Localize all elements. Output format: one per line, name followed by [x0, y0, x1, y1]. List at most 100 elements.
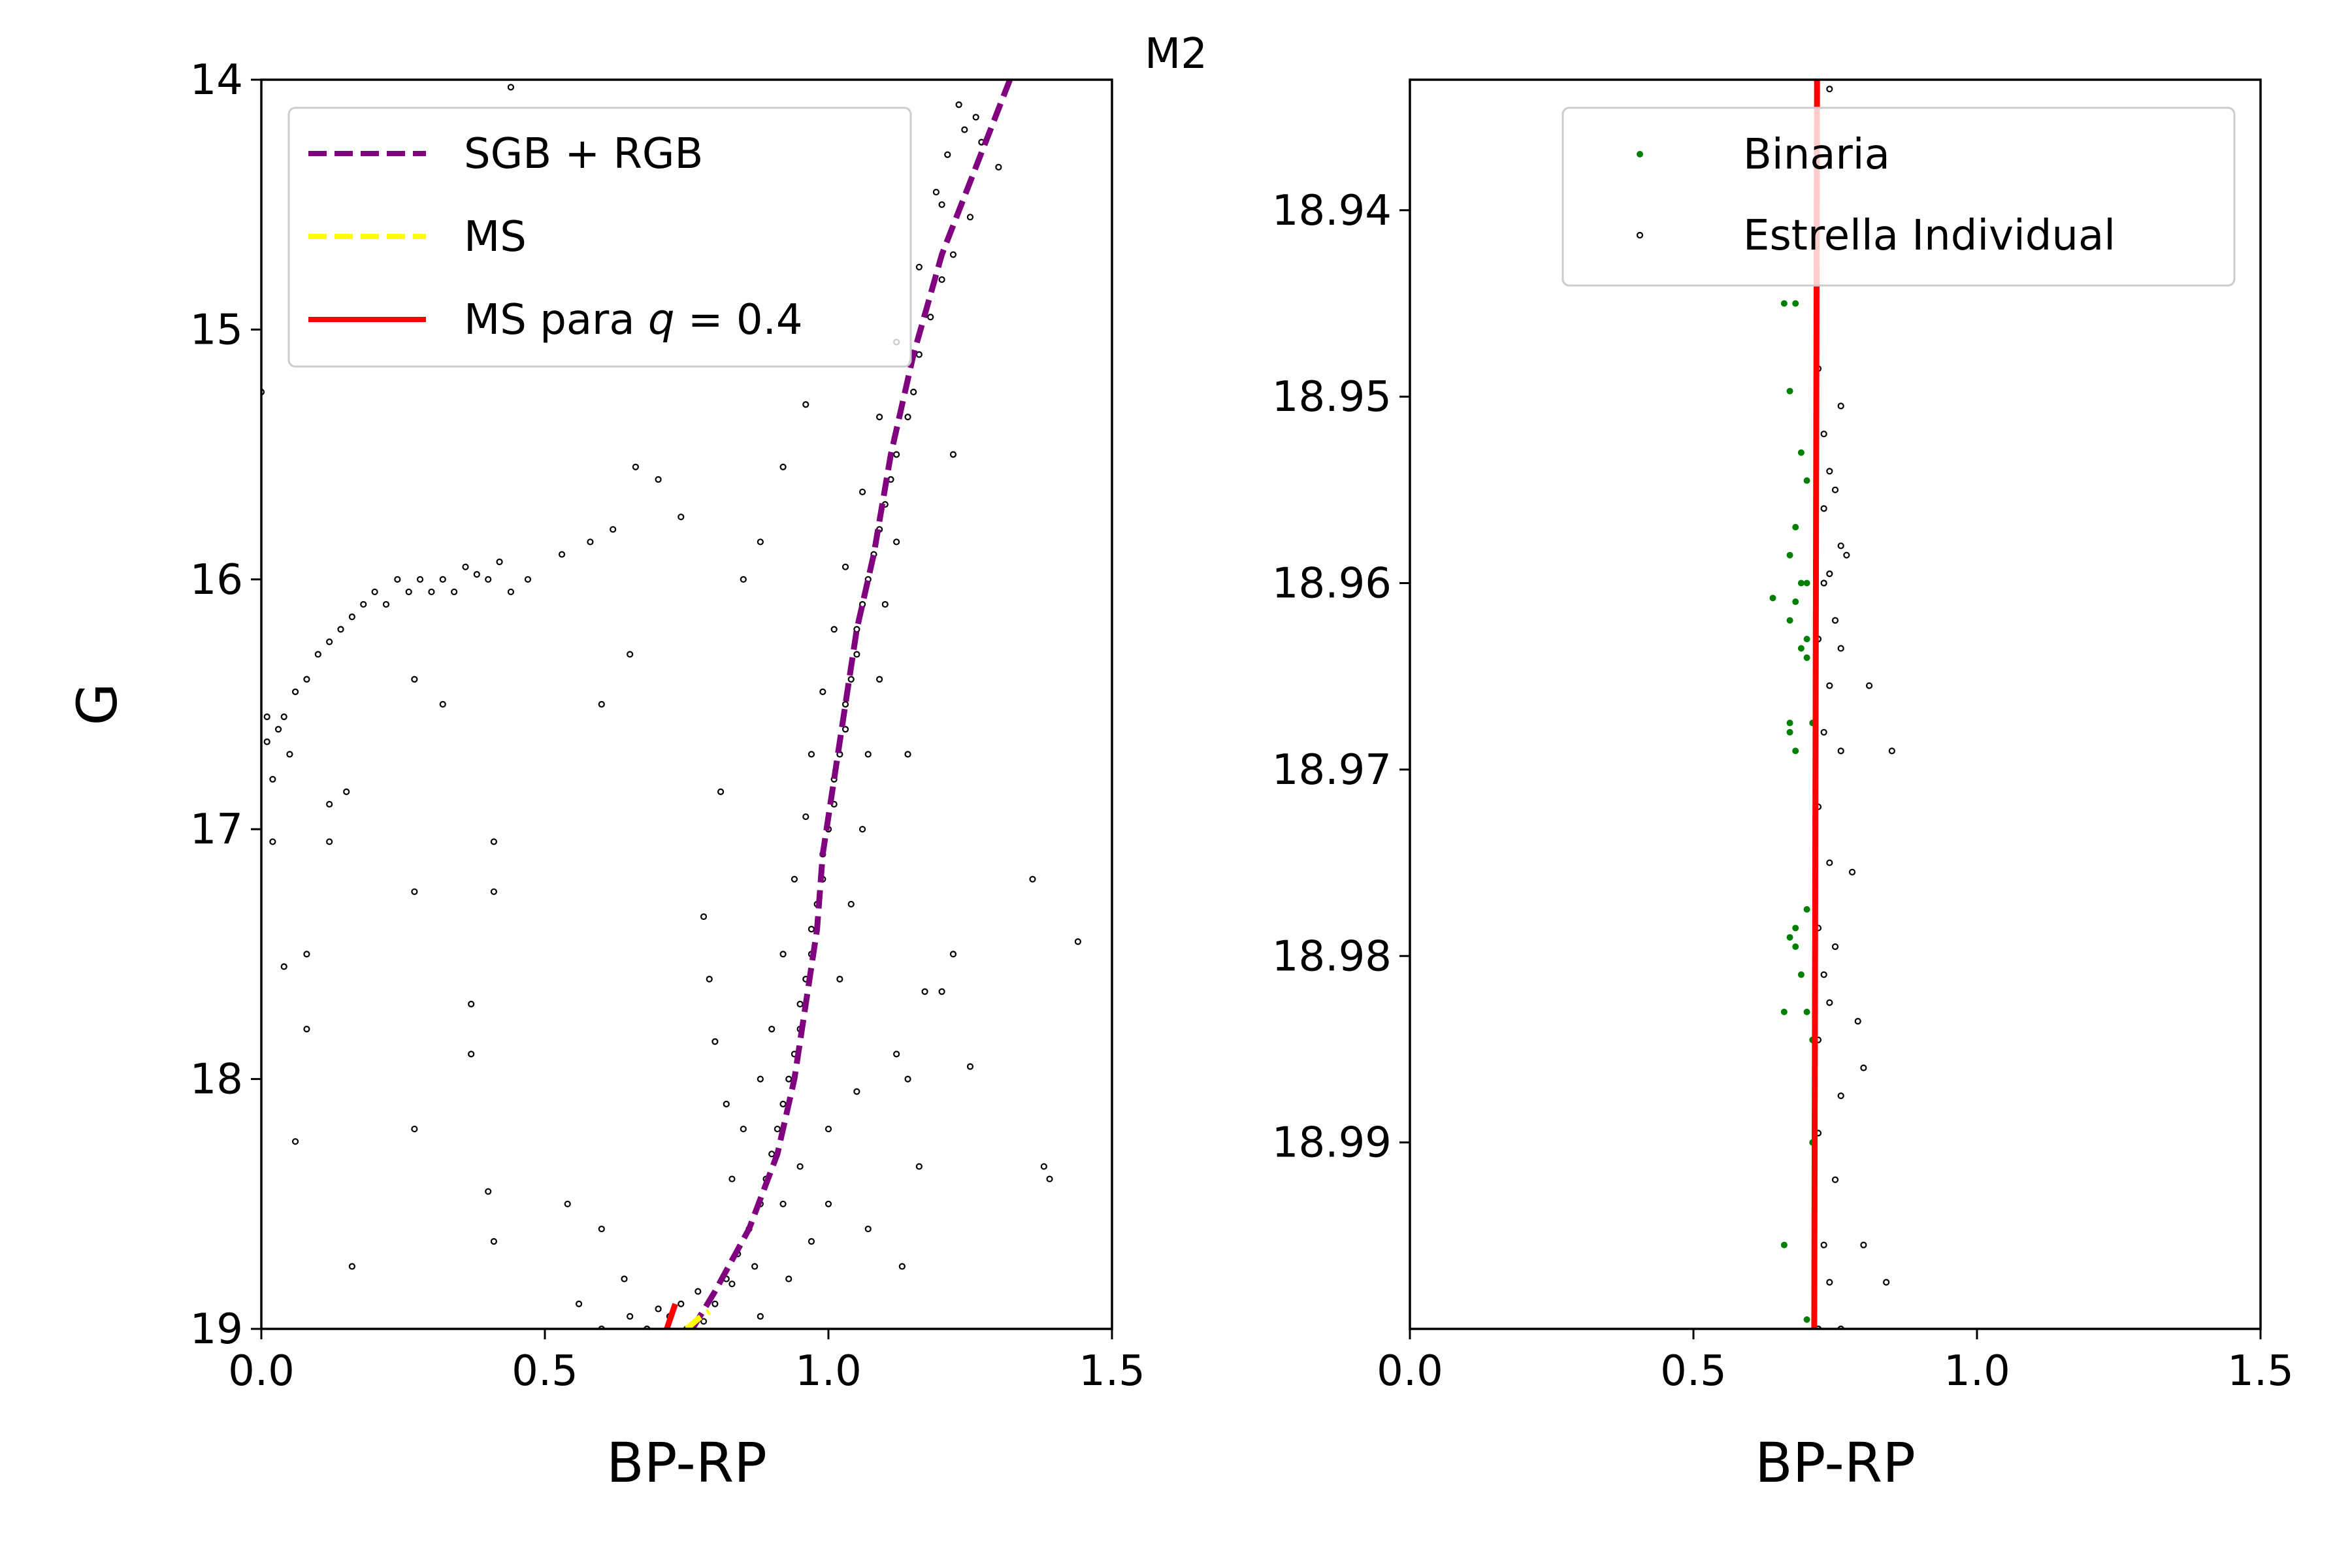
single-star-point — [1831, 617, 1839, 624]
star-point — [893, 451, 900, 458]
legend-label: MS para q = 0.4 — [464, 296, 803, 344]
star-point — [864, 751, 872, 758]
star-point — [961, 126, 968, 133]
x-tick-label: 1.5 — [1079, 1347, 1145, 1396]
binary-point — [1786, 617, 1793, 624]
binary-point — [1786, 728, 1793, 736]
legend-label: MS — [464, 213, 527, 261]
star-point — [678, 1300, 685, 1307]
star-point — [927, 314, 934, 321]
y-tick-label: 18.94 — [1272, 187, 1392, 235]
star-point — [524, 576, 532, 583]
star-point — [348, 613, 355, 621]
left-panel: 0.0 0.5 1.0 1.5 14 15 16 17 18 19 BP-RP G SGB + RGB M… — [65, 56, 1145, 1495]
star-point — [286, 751, 293, 758]
y-tick-label: 14 — [190, 56, 243, 105]
star-point — [723, 1100, 730, 1107]
binary-point — [1803, 636, 1810, 643]
x-tick-label: 0.5 — [512, 1347, 578, 1396]
star-point — [825, 1200, 832, 1207]
star-point — [711, 1300, 719, 1307]
star-point — [678, 514, 685, 521]
star-point — [779, 463, 787, 470]
star-point — [291, 1138, 299, 1145]
star-point — [507, 588, 515, 596]
star-point — [728, 1175, 736, 1183]
star-point — [728, 1281, 736, 1288]
star-point — [819, 688, 826, 695]
legend-box — [287, 106, 912, 368]
star-point — [655, 476, 662, 483]
star-point — [348, 1263, 355, 1270]
star-point — [757, 1313, 764, 1320]
star-point — [627, 651, 634, 658]
single-star-point — [1848, 868, 1856, 875]
binary-point — [1786, 387, 1793, 395]
binary-point — [1780, 1241, 1788, 1249]
legend: SGB + RGB MS MS para q = 0.4 — [287, 106, 912, 368]
single-star-point — [1837, 542, 1844, 549]
binary-point — [1797, 580, 1805, 587]
star-point — [802, 401, 809, 408]
star-point — [303, 676, 310, 683]
binary-point — [1786, 719, 1793, 727]
y-tick-label: 17 — [190, 806, 243, 854]
star-point — [915, 1163, 923, 1170]
series-line-ms-para-q-0-4 — [664, 1303, 678, 1329]
y-tick-label: 18.98 — [1272, 932, 1392, 981]
star-point — [751, 1263, 759, 1270]
star-point — [700, 1318, 708, 1325]
x-axis-label: BP-RP — [1755, 1431, 1916, 1495]
star-point — [938, 201, 945, 208]
single-star-point — [1865, 682, 1873, 689]
star-point — [966, 1063, 974, 1070]
single-star-point — [1837, 1092, 1844, 1100]
single-star-point — [1837, 402, 1844, 410]
star-point — [496, 558, 503, 566]
binary-point — [1780, 1008, 1788, 1015]
star-point — [610, 526, 617, 533]
star-point — [740, 576, 747, 583]
star-point — [853, 626, 860, 633]
star-point — [291, 688, 299, 695]
star-point — [904, 1075, 911, 1083]
star-point — [700, 913, 708, 921]
star-point — [938, 276, 945, 284]
binary-point — [1786, 934, 1793, 941]
binary-point — [1803, 1316, 1810, 1323]
binary-point — [1797, 971, 1805, 978]
single-star-point — [1837, 645, 1844, 652]
star-point — [785, 1275, 792, 1282]
star-point — [893, 538, 900, 546]
x-tick-label: 1.0 — [1944, 1347, 2010, 1396]
star-point — [485, 1188, 492, 1195]
star-point — [921, 988, 928, 995]
star-point — [439, 576, 446, 583]
star-point — [598, 1225, 605, 1233]
binary-point — [1792, 943, 1799, 950]
single-star-point — [1820, 431, 1827, 438]
star-point — [405, 588, 412, 596]
star-point — [785, 1075, 792, 1083]
star-point — [1046, 1175, 1053, 1183]
axes-frame — [260, 78, 1113, 1330]
y-tick-label: 19 — [190, 1305, 243, 1354]
star-point — [740, 1125, 747, 1133]
binary-point — [1792, 924, 1799, 932]
single-star-point — [1826, 1279, 1833, 1286]
star-point — [717, 788, 725, 795]
star-point — [1029, 875, 1036, 883]
star-point — [802, 813, 809, 821]
star-point — [808, 751, 815, 758]
legend-marker — [1636, 231, 1644, 239]
star-point — [881, 600, 889, 608]
binary-point — [1769, 595, 1776, 602]
single-star-point — [1831, 943, 1839, 951]
y-tick-label: 15 — [190, 306, 243, 354]
x-tick-label: 0.0 — [1377, 1347, 1443, 1396]
legend: Binaria Estrella Individual — [1561, 106, 2236, 287]
star-point — [864, 1225, 872, 1233]
star-point — [972, 114, 979, 121]
star-point — [910, 388, 917, 396]
